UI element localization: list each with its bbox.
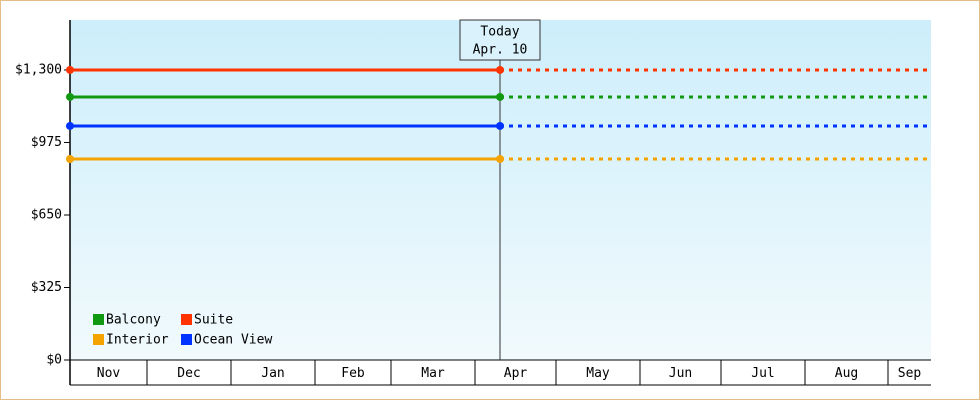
legend-swatch	[93, 334, 104, 345]
x-tick-label: May	[586, 366, 610, 381]
today-label: Today	[480, 25, 519, 40]
point	[496, 65, 504, 74]
point	[66, 92, 74, 101]
legend-label: Interior	[106, 333, 169, 348]
legend-label: Balcony	[106, 313, 161, 328]
x-tick-label: Mar	[421, 366, 445, 381]
y-tick-label: $1,300	[15, 62, 62, 77]
legend-swatch	[93, 314, 104, 325]
today-date: Apr. 10	[473, 43, 528, 58]
legend-swatch	[181, 334, 192, 345]
legend-label: Suite	[194, 313, 233, 328]
x-tick-label: Nov	[97, 366, 121, 381]
point	[66, 121, 74, 130]
x-tick-label: Dec	[177, 366, 200, 381]
y-tick-label: $650	[31, 207, 62, 222]
y-tick-label: $975	[31, 135, 62, 150]
today-box	[459, 19, 541, 61]
x-tick-label: Sep	[898, 366, 922, 381]
legend-label: Ocean View	[194, 333, 272, 348]
point	[496, 121, 504, 130]
x-tick-label: Aug	[835, 366, 858, 381]
x-tick-label: Jul	[751, 366, 774, 381]
y-tick-label: $325	[31, 280, 62, 295]
x-tick-label: Apr	[504, 366, 528, 381]
x-tick-label: Feb	[341, 366, 365, 381]
point	[496, 154, 504, 163]
y-tick-label: $0	[46, 353, 62, 368]
x-tick-label: Jun	[669, 366, 692, 381]
point	[496, 92, 504, 101]
point	[66, 154, 74, 163]
point	[66, 65, 74, 74]
legend-swatch	[181, 314, 192, 325]
x-tick-label: Jan	[261, 366, 284, 381]
